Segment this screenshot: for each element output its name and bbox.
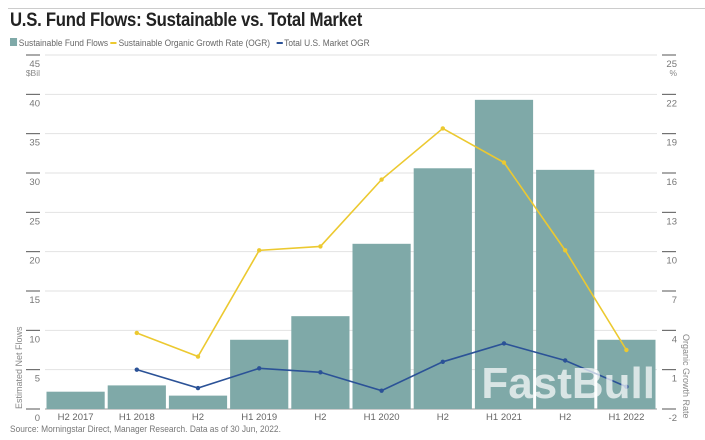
- left-tick-label: 35: [29, 138, 40, 149]
- right-tick-label: 25: [666, 59, 677, 70]
- legend-swatch: [10, 38, 18, 46]
- bar: [168, 395, 228, 409]
- x-tick-label: H2: [559, 412, 571, 423]
- line-point: [624, 347, 629, 353]
- line-point: [440, 126, 445, 131]
- x-tick-label: H2: [314, 412, 326, 423]
- right-tick-label: -2: [669, 413, 677, 424]
- bar: [46, 391, 105, 409]
- line-point: [134, 367, 139, 372]
- x-tick-label: H1 2020: [364, 412, 400, 423]
- line-point: [563, 248, 568, 253]
- legend: Sustainable Fund Flows Sustainable Organ…: [10, 38, 370, 49]
- right-tick-label: 19: [666, 138, 677, 149]
- legend-swatch: [276, 42, 283, 45]
- right-tick-label: 7: [672, 295, 677, 306]
- left-tick-label: 10: [29, 334, 40, 345]
- right-axis-label: Organic Growth Rate: [681, 334, 691, 419]
- legend-label: Sustainable Organic Growth Rate (OGR): [118, 38, 271, 49]
- left-tick-label: 15: [29, 295, 40, 306]
- legend-swatch: [110, 42, 117, 45]
- bar: [107, 385, 166, 409]
- line-point: [134, 330, 139, 336]
- line-point: [195, 354, 201, 359]
- left-tick-label: 40: [29, 98, 40, 109]
- chart-title: U.S. Fund Flows: Sustainable vs. Total M…: [10, 10, 362, 31]
- legend-label: Sustainable Fund Flows: [18, 38, 109, 49]
- line-point: [195, 385, 201, 391]
- left-tick-label: 45: [29, 59, 40, 70]
- source-note: Source: Morningstar Direct, Manager Rese…: [10, 424, 281, 435]
- x-tick-label: H1 2019: [241, 412, 277, 423]
- right-tick-label: 1: [672, 374, 677, 385]
- legend-item-market-ogr: Total U.S. Market OGR: [276, 38, 370, 49]
- x-tick-label: H1 2022: [608, 412, 644, 423]
- x-tick-label: H1 2018: [119, 412, 155, 423]
- right-tick-label: 10: [666, 256, 677, 267]
- watermark-logo: FastBull: [481, 359, 655, 408]
- line-point: [257, 366, 262, 371]
- bar: [291, 316, 350, 409]
- line-point: [379, 388, 384, 393]
- left-axis-label: Estimated Net Flows: [14, 326, 24, 409]
- legend-item-flows: Sustainable Fund Flows: [10, 38, 108, 49]
- right-tick-label: 4: [672, 334, 677, 345]
- line-point: [379, 177, 384, 182]
- legend-label: Total U.S. Market OGR: [284, 38, 370, 49]
- bar: [413, 168, 472, 409]
- left-tick-label: 5: [35, 374, 40, 385]
- left-tick-label: 30: [29, 177, 40, 188]
- left-tick-label: 25: [29, 216, 40, 227]
- right-tick-label: 13: [666, 216, 677, 227]
- line-point: [257, 248, 262, 253]
- top-rule: [8, 8, 705, 9]
- right-tick-label: 22: [666, 98, 677, 109]
- left-axis-unit: $Bil: [26, 68, 40, 78]
- line-point: [318, 370, 323, 375]
- x-tick-label: H2 2017: [58, 412, 94, 423]
- legend-item-sustainable-ogr: Sustainable Organic Growth Rate (OGR): [110, 38, 271, 49]
- x-tick-label: H2: [437, 412, 449, 423]
- right-tick-label: 16: [666, 177, 677, 188]
- left-tick-label: 20: [29, 256, 40, 267]
- right-axis-unit: %: [669, 68, 677, 78]
- x-tick-label: H2: [192, 412, 204, 423]
- left-tick-label: 0: [35, 413, 40, 424]
- line-point: [440, 359, 445, 364]
- line-point: [501, 341, 507, 346]
- line-point: [624, 384, 629, 389]
- line-point: [318, 244, 323, 249]
- line-point: [501, 160, 507, 165]
- x-tick-label: H1 2021: [486, 412, 522, 423]
- line-point: [563, 358, 568, 363]
